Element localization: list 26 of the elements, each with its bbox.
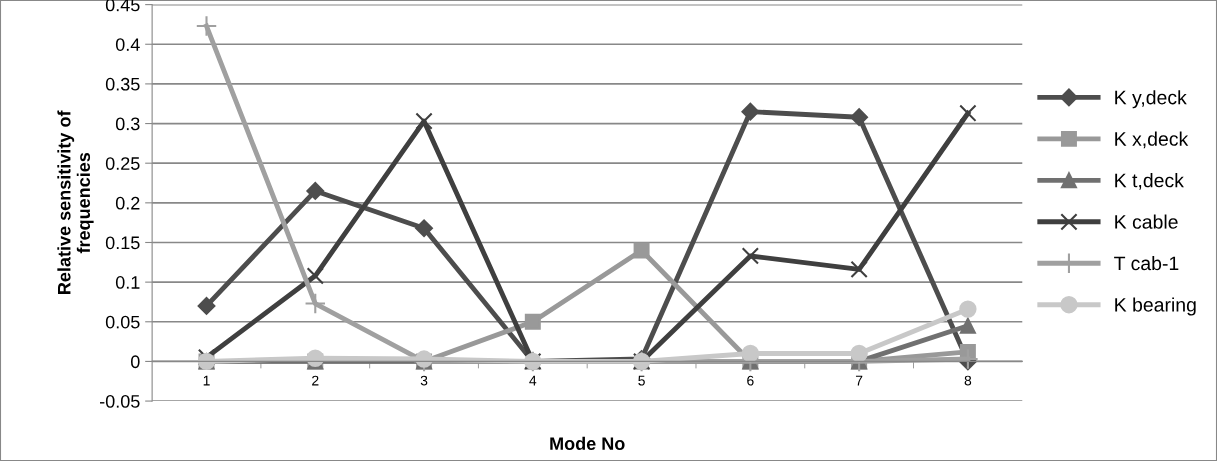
x-axis-title: Mode No bbox=[550, 436, 625, 451]
y-tick-label: 0.1 bbox=[115, 276, 140, 289]
y-tick-label: 0.05 bbox=[105, 315, 140, 329]
legend-label: K cable bbox=[1115, 214, 1178, 229]
x-tick-label: 3 bbox=[420, 375, 428, 386]
x-tick-label: 2 bbox=[312, 375, 319, 386]
legend-label: K y,deck bbox=[1115, 90, 1187, 109]
y-tick-label: -0.05 bbox=[99, 395, 140, 408]
y-tick-label: 0.25 bbox=[105, 157, 140, 170]
legend-label: K bearing bbox=[1115, 297, 1196, 316]
x-tick-label: 5 bbox=[638, 375, 645, 386]
x-tick-label: 6 bbox=[747, 375, 754, 386]
y-tick-label: 0.4 bbox=[115, 38, 140, 51]
x-tick-label: 8 bbox=[964, 375, 972, 386]
legend-label: K x,deck bbox=[1115, 131, 1189, 149]
legend-label: K t,deck bbox=[1115, 173, 1184, 190]
y-tick-label: 0 bbox=[130, 355, 140, 369]
x-tick-label: 1 bbox=[203, 375, 210, 386]
y-axis-title: Relative sensitivity of frequencies bbox=[57, 110, 94, 294]
y-tick-label: 0.15 bbox=[105, 236, 140, 250]
y-tick-label: 0.35 bbox=[105, 77, 140, 91]
y-tick-label: 0.3 bbox=[115, 117, 140, 131]
y-tick-label: 0.2 bbox=[115, 196, 140, 210]
x-tick-label: 4 bbox=[529, 375, 537, 386]
x-tick-label: 7 bbox=[855, 375, 863, 386]
legend-label: T cab-1 bbox=[1114, 255, 1179, 271]
